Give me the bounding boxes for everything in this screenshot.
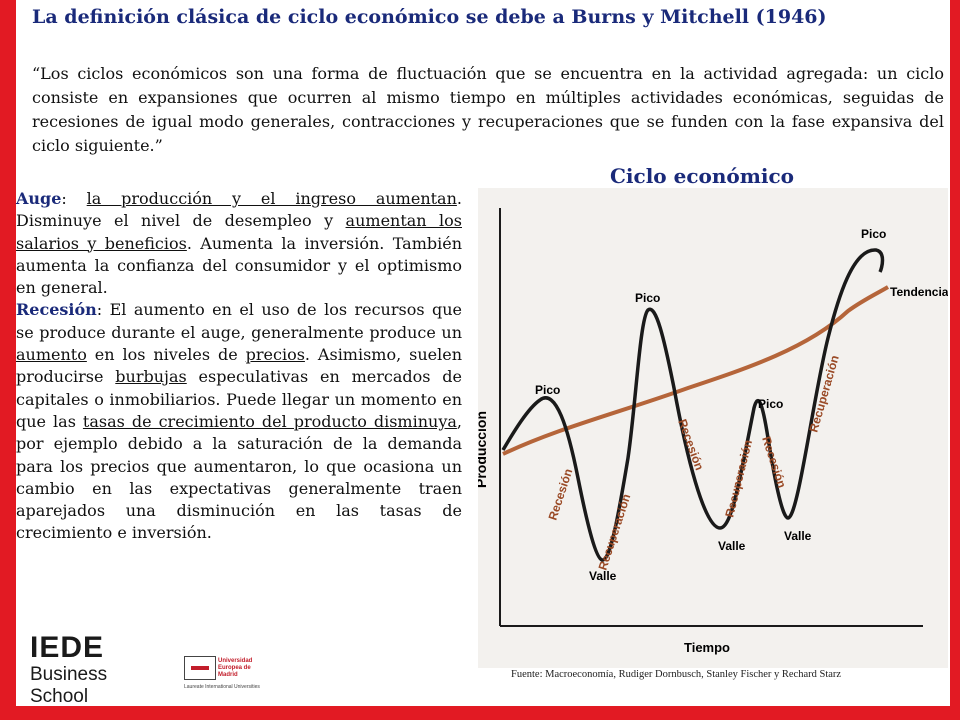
auge-text-2: . Aumenta la inversión. También aumenta … <box>16 233 463 298</box>
recesion-paragraph: Recesión: El aumento en el uso de los re… <box>16 299 462 544</box>
recesion-label: Recesión <box>16 300 97 320</box>
phase-label-recuperacion-1: Recuperación <box>596 492 634 572</box>
y-axis-label: Producción <box>478 411 489 488</box>
iede-logo: IEDE Business School <box>30 631 170 708</box>
source-note: Fuente: Macroeconomía, Rudiger Dornbusch… <box>511 669 842 680</box>
recesion-text-3: especulativas en mercados de capitales o… <box>16 367 463 431</box>
trend-line <box>502 285 890 456</box>
cycle-svg: Producción Tiempo Tendencia Pico Pico Pi… <box>478 208 948 655</box>
peak-label-4: Pico <box>861 227 886 241</box>
auge-underline-1: la producción y el ingreso aumentan <box>86 189 457 208</box>
recesion-underline-1: aumento <box>16 345 87 365</box>
definition-quote: “Los ciclos económicos son una forma de … <box>32 64 944 155</box>
recesion-underline-3: burbujas <box>115 367 187 387</box>
valley-label-1: Valle <box>589 569 617 583</box>
auge-paragraph: Auge: la producción y el ingreso aumenta… <box>16 188 462 299</box>
left-red-bar <box>0 0 16 720</box>
phase-label-recesion-1: Recesión <box>546 467 576 522</box>
phase-label-recuperacion-3: Recuperación <box>806 354 841 434</box>
ue-emblem-icon <box>184 656 216 680</box>
phase-label-recesion-2: Recesión <box>675 417 706 472</box>
peak-label-3: Pico <box>758 397 783 411</box>
recesion-text-4: , por ejemplo debido a la saturación de … <box>16 411 462 543</box>
recesion-text-1: en los niveles de <box>86 345 246 365</box>
slide-title: La definición clásica de ciclo económico… <box>32 6 827 28</box>
recesion-text-2: . Asimismo, suelen producirse <box>16 345 462 387</box>
trend-label: Tendencia <box>890 285 948 299</box>
phases-description: Auge: la producción y el ingreso aumenta… <box>16 188 462 545</box>
recesion-underline-4: tasas de crecimiento del producto dismin… <box>82 411 457 431</box>
cycle-line <box>501 248 885 562</box>
auge-sep: : <box>61 189 87 208</box>
x-axis-label: Tiempo <box>684 640 730 655</box>
business-cycle-diagram: Producción Tiempo Tendencia Pico Pico Pi… <box>478 188 948 668</box>
peak-label-2: Pico <box>635 291 660 305</box>
right-red-bar <box>950 0 960 720</box>
phase-label-recesion-3: Recesión <box>759 435 789 490</box>
recesion-underline-2: precios <box>245 345 305 365</box>
recesion-text-0: : El aumento en el uso de los recursos q… <box>16 300 462 342</box>
auge-label: Auge <box>16 189 62 208</box>
valley-label-2: Valle <box>718 539 746 553</box>
universidad-europea-logo: Universidad Europea de Madrid Laureate I… <box>184 656 260 692</box>
chart-title: Ciclo económico <box>610 164 794 188</box>
auge-underline-2: aumentan los salarios y beneficios <box>16 211 462 253</box>
peak-label-1: Pico <box>535 383 560 397</box>
auge-text-1: . Disminuye el nivel de desempleo y <box>16 189 462 231</box>
iede-logo-subtitle: Business School <box>30 664 108 707</box>
phase-label-recuperacion-2: Recuperación <box>722 438 755 518</box>
valley-label-3: Valle <box>784 529 812 543</box>
iede-logo-title: IEDE <box>30 631 105 664</box>
ue-logo-text: Universidad Europea de Madrid <box>218 658 253 678</box>
bottom-red-bar <box>0 706 960 720</box>
ue-logo-subtext: Laureate International Universities <box>184 684 260 690</box>
